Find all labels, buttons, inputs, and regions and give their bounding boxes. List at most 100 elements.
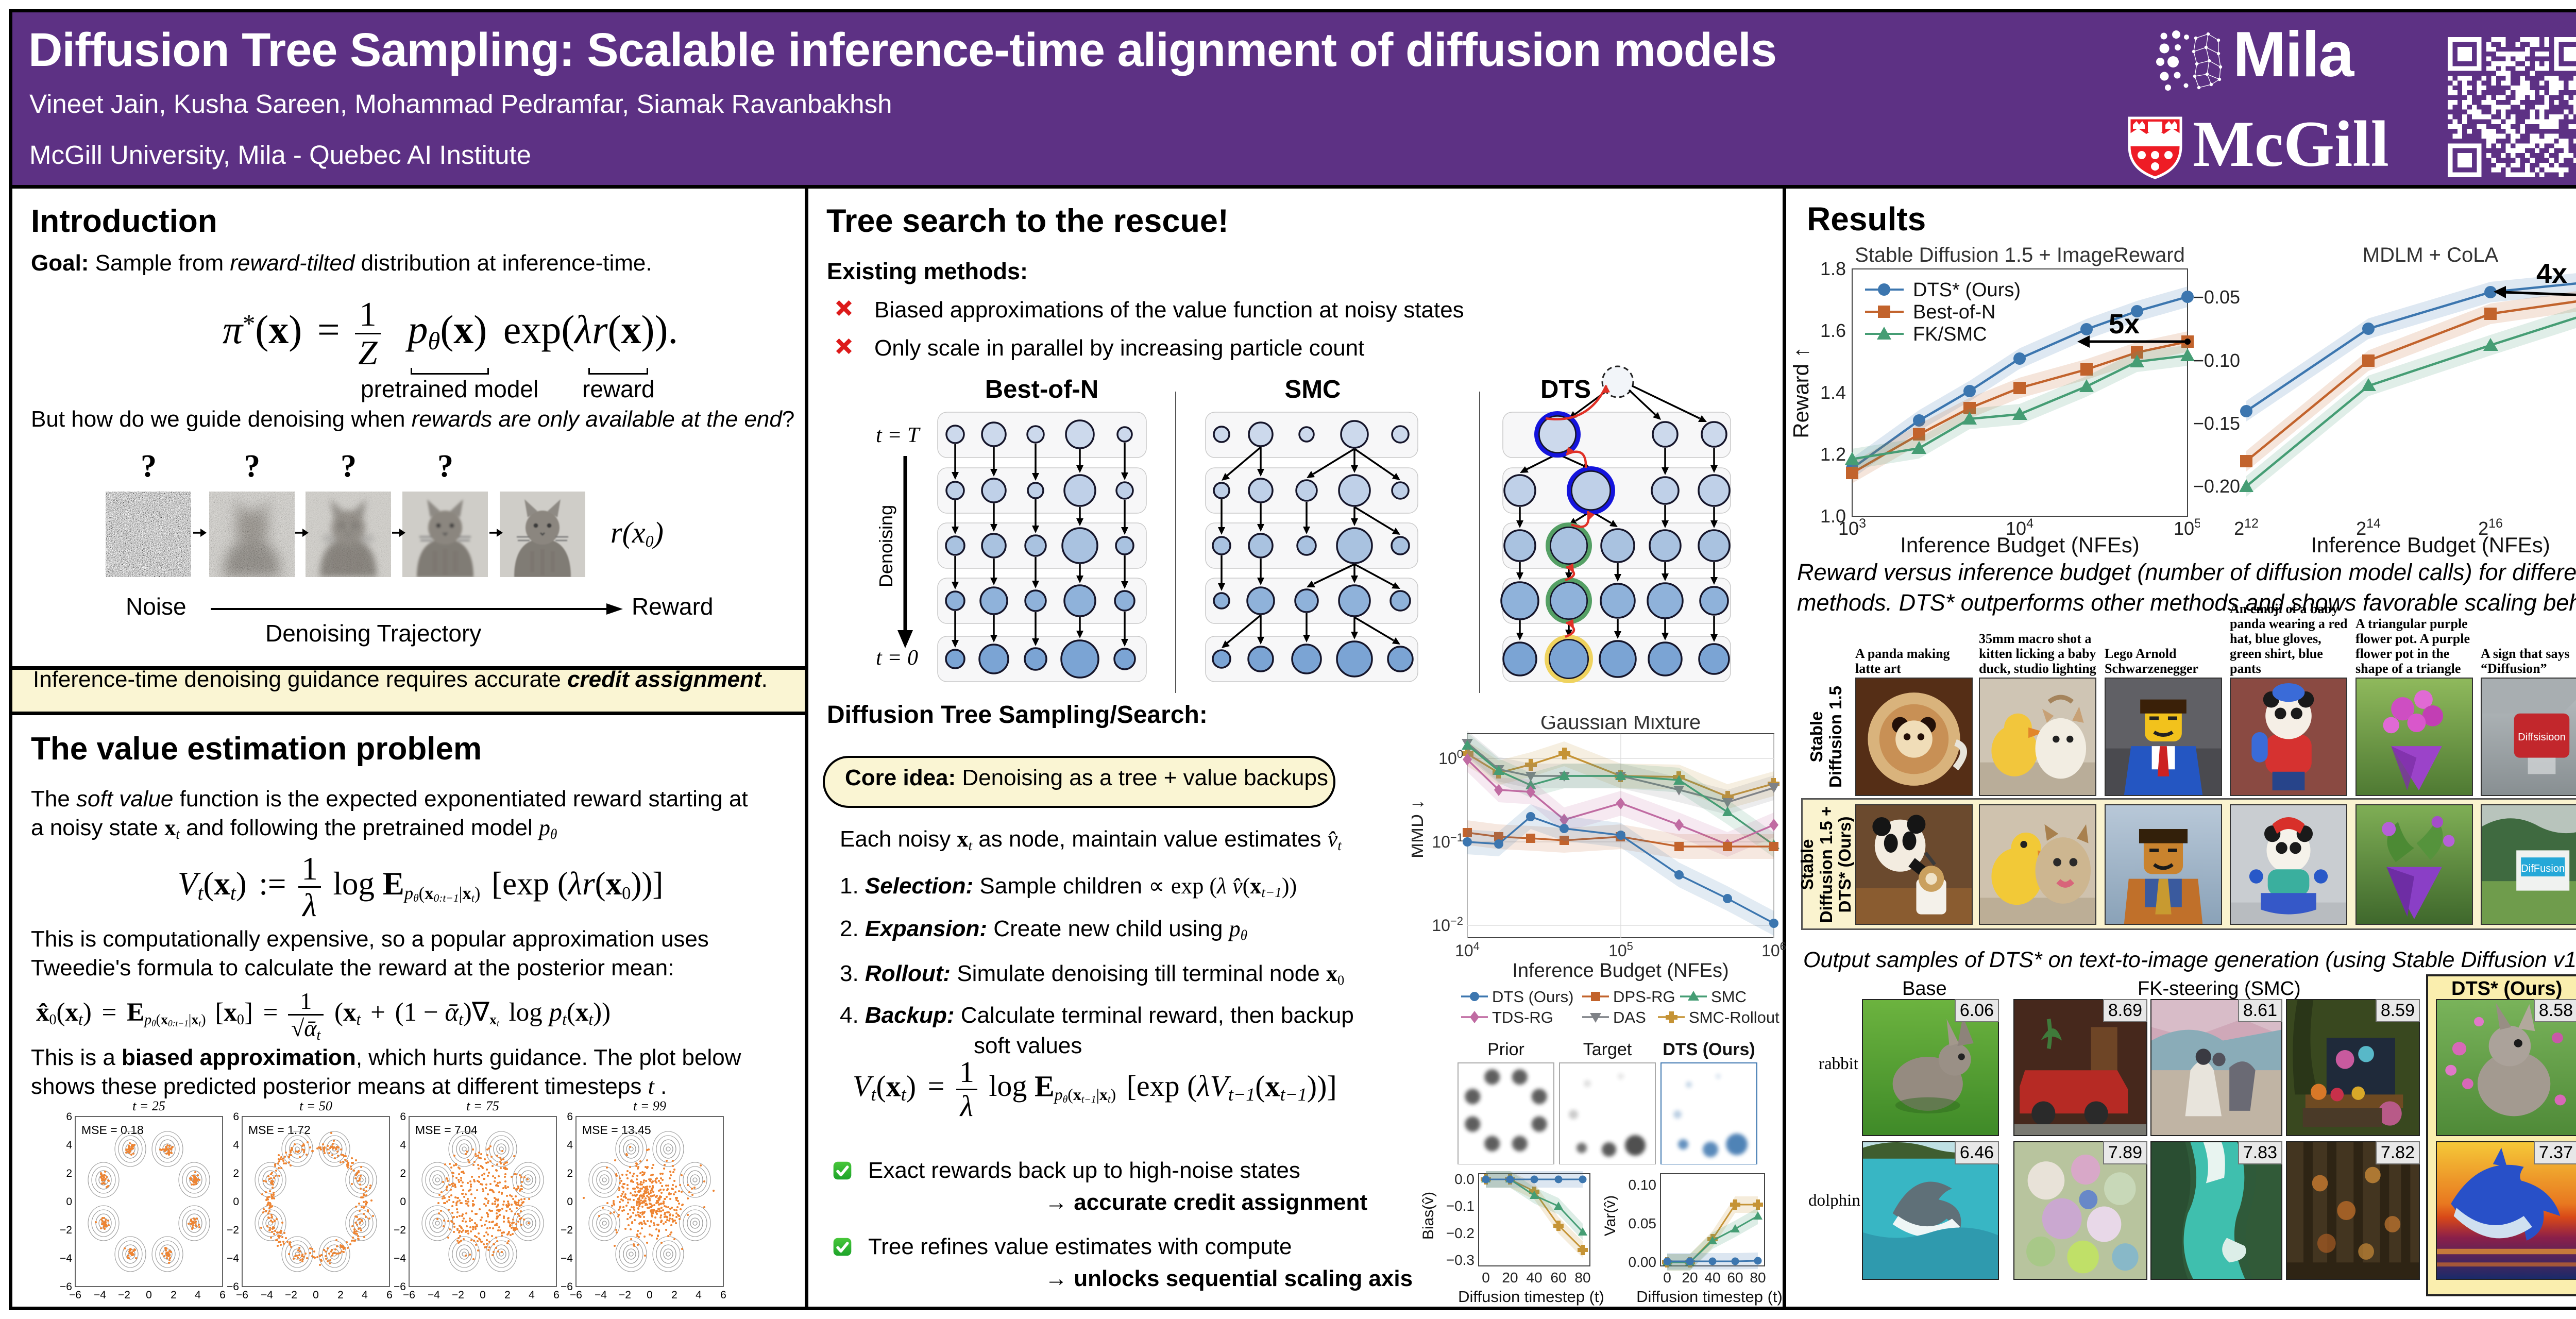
svg-text:SMC: SMC	[1711, 988, 1747, 1006]
svg-text:−6: −6	[403, 1289, 415, 1301]
svg-text:−6: −6	[561, 1281, 573, 1293]
svg-text:Reward ↑: Reward ↑	[1793, 347, 1813, 438]
svg-text:80: 80	[1750, 1270, 1766, 1286]
svg-text:−2: −2	[285, 1289, 297, 1301]
svg-text:Best-of-N: Best-of-N	[1913, 301, 1995, 323]
svg-text:2: 2	[671, 1289, 677, 1301]
svg-text:216: 216	[2478, 516, 2503, 539]
svg-text:5x: 5x	[2109, 309, 2140, 340]
svg-text:6: 6	[720, 1289, 726, 1301]
svg-text:Gaussian Mixture: Gaussian Mixture	[1540, 716, 1701, 734]
svg-text:4: 4	[696, 1289, 702, 1301]
svg-text:−0.3: −0.3	[1446, 1252, 1475, 1268]
svg-text:−6: −6	[69, 1289, 81, 1301]
svg-text:20: 20	[1502, 1270, 1518, 1286]
svg-text:2: 2	[400, 1168, 406, 1179]
svg-text:212: 212	[2234, 516, 2259, 539]
svg-text:−4: −4	[261, 1289, 273, 1301]
svg-text:0.05: 0.05	[1629, 1215, 1657, 1231]
svg-text:DTS: DTS	[1540, 376, 1591, 403]
svg-text:−0.2: −0.2	[1446, 1225, 1475, 1241]
svg-text:−6: −6	[236, 1289, 248, 1301]
svg-text:−4: −4	[60, 1253, 72, 1264]
svg-text:−0.15: −0.15	[2193, 413, 2240, 434]
svg-text:4: 4	[362, 1289, 368, 1301]
svg-text:−0.20: −0.20	[2193, 476, 2240, 497]
svg-text:6: 6	[553, 1289, 560, 1301]
svg-text:−2: −2	[394, 1224, 406, 1236]
svg-text:DTS (Ours): DTS (Ours)	[1663, 1040, 1755, 1059]
svg-text:1.4: 1.4	[1820, 382, 1846, 403]
svg-text:1.8: 1.8	[1820, 258, 1846, 279]
svg-text:104: 104	[1455, 940, 1480, 960]
svg-text:0: 0	[1663, 1270, 1671, 1286]
svg-text:Diffsisioon: Diffsisioon	[2518, 732, 2566, 743]
svg-text:Bias(v̂): Bias(v̂)	[1422, 1192, 1437, 1240]
svg-text:100: 100	[1438, 748, 1463, 768]
svg-text:−2: −2	[452, 1289, 464, 1301]
svg-text:6: 6	[233, 1111, 239, 1123]
svg-text:0: 0	[66, 1196, 72, 1208]
svg-text:6: 6	[219, 1289, 226, 1301]
svg-text:10−1: 10−1	[1432, 831, 1463, 852]
svg-text:Inference Budget (NFEs): Inference Budget (NFEs)	[2311, 533, 2550, 557]
svg-text:0.10: 0.10	[1629, 1177, 1657, 1193]
svg-text:1.6: 1.6	[1820, 320, 1846, 341]
svg-text:−6: −6	[570, 1289, 582, 1301]
svg-text:t = 50: t = 50	[299, 1098, 332, 1113]
svg-text:Var(v̂): Var(v̂)	[1604, 1195, 1619, 1236]
svg-text:4: 4	[567, 1139, 573, 1151]
svg-text:−4: −4	[227, 1253, 239, 1264]
svg-text:−2: −2	[561, 1224, 573, 1236]
svg-text:t = 75: t = 75	[466, 1098, 499, 1113]
svg-text:4: 4	[66, 1139, 72, 1151]
svg-text:DAS: DAS	[1613, 1008, 1646, 1026]
svg-text:TDS-RG: TDS-RG	[1492, 1008, 1553, 1026]
svg-text:−2: −2	[227, 1224, 239, 1236]
svg-text:MSE = 13.45: MSE = 13.45	[582, 1123, 651, 1137]
svg-text:Target: Target	[1583, 1040, 1632, 1059]
svg-text:0: 0	[647, 1289, 653, 1301]
svg-text:FK/SMC: FK/SMC	[1913, 324, 1987, 345]
svg-text:−2: −2	[619, 1289, 631, 1301]
svg-text:0.0: 0.0	[1454, 1171, 1475, 1187]
svg-text:2: 2	[504, 1289, 511, 1301]
svg-text:6: 6	[400, 1111, 406, 1123]
svg-text:0: 0	[146, 1289, 152, 1301]
svg-text:0: 0	[233, 1196, 239, 1208]
svg-text:t = 25: t = 25	[132, 1098, 165, 1113]
svg-text:t = T: t = T	[876, 424, 921, 447]
svg-text:0: 0	[567, 1196, 573, 1208]
svg-text:0: 0	[400, 1196, 406, 1208]
svg-text:60: 60	[1727, 1270, 1743, 1286]
svg-text:−0.10: −0.10	[2193, 350, 2240, 371]
svg-text:MSE = 7.04: MSE = 7.04	[415, 1123, 478, 1137]
svg-text:80: 80	[1574, 1270, 1590, 1286]
svg-text:Inference Budget (NFEs): Inference Budget (NFEs)	[1900, 533, 2140, 557]
svg-text:−4: −4	[561, 1253, 573, 1264]
svg-text:40: 40	[1704, 1270, 1720, 1286]
svg-text:4x: 4x	[2536, 258, 2567, 289]
svg-text:0: 0	[480, 1289, 486, 1301]
svg-text:1.2: 1.2	[1820, 444, 1846, 465]
svg-text:106: 106	[1761, 940, 1786, 960]
svg-text:−4: −4	[428, 1289, 440, 1301]
svg-text:Inference Budget (NFEs): Inference Budget (NFEs)	[1512, 960, 1728, 982]
svg-text:4: 4	[233, 1139, 239, 1151]
svg-text:6: 6	[567, 1111, 573, 1123]
svg-text:−0.05: −0.05	[2193, 286, 2240, 308]
svg-text:−6: −6	[60, 1281, 72, 1293]
svg-text:MSE = 1.72: MSE = 1.72	[248, 1123, 311, 1137]
svg-text:1.0: 1.0	[1820, 505, 1846, 527]
svg-text:Denoising: Denoising	[875, 505, 896, 587]
svg-text:MDLM + CoLA: MDLM + CoLA	[2363, 244, 2499, 266]
svg-text:t = 99: t = 99	[633, 1098, 666, 1113]
svg-text:2: 2	[337, 1289, 344, 1301]
svg-text:−2: −2	[60, 1224, 72, 1236]
svg-text:105: 105	[1608, 940, 1633, 960]
svg-text:0: 0	[1482, 1270, 1490, 1286]
svg-text:40: 40	[1526, 1270, 1542, 1286]
svg-text:−4: −4	[595, 1289, 607, 1301]
svg-text:−4: −4	[394, 1253, 406, 1264]
svg-text:MSE = 0.18: MSE = 0.18	[81, 1123, 144, 1137]
